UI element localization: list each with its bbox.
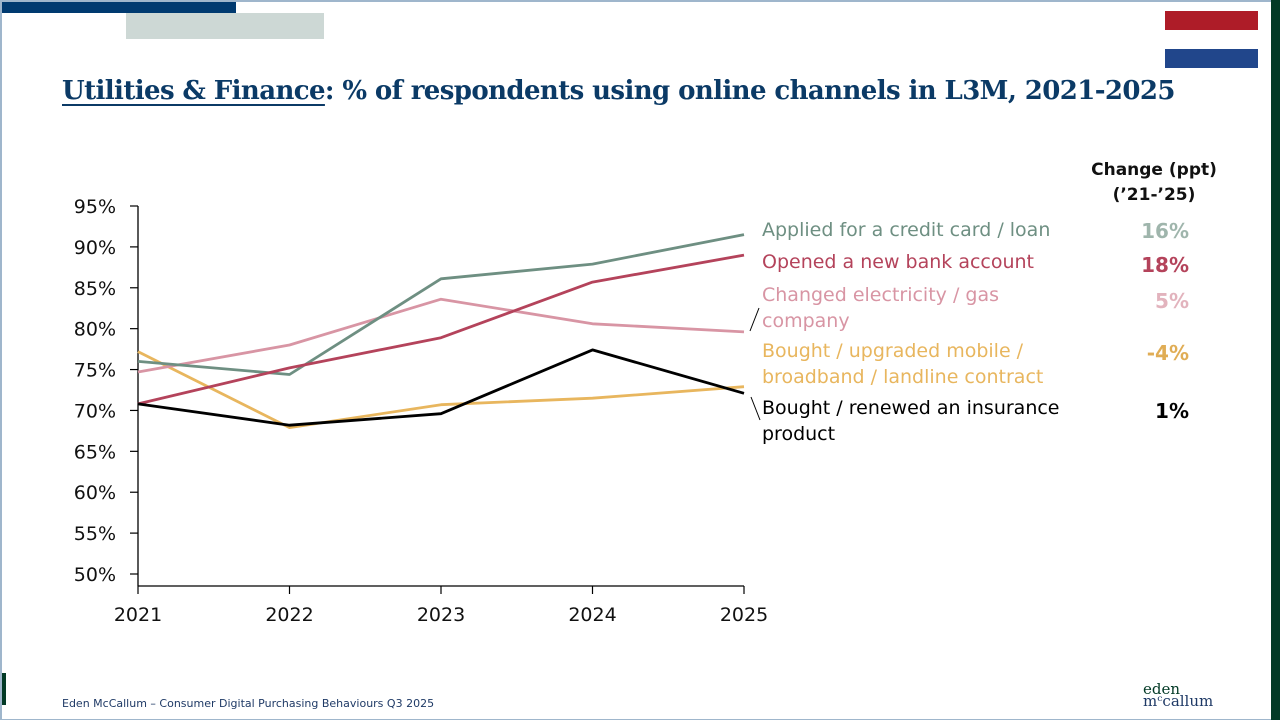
y-tick-label: 65% [74,441,116,463]
series-line [137,350,745,430]
series-line [137,233,745,376]
series-label: company [762,310,850,332]
series-label: broadband / landline contract [762,366,1044,388]
frame-left-border [0,0,2,720]
title-rest: : % of respondents using online channels… [324,76,1176,106]
leader-line-electricity [749,307,760,332]
leader-line-insurance [750,396,761,421]
series-line [137,348,745,427]
change-value: 18% [1141,253,1189,277]
x-tick-label: 2021 [114,604,162,626]
change-header-line1: Change (ppt) [1091,160,1217,180]
flag-red-stripe [1165,11,1258,30]
y-tick-label: 60% [74,482,116,504]
x-tick-label: 2023 [417,604,465,626]
x-tick-label: 2024 [568,604,616,626]
header-accent-bar-grey [126,13,324,39]
series-label: Changed electricity / gas [762,284,999,306]
change-value: 1% [1155,399,1189,423]
logo-line2: mᶜcallum [1143,692,1214,710]
y-tick-label: 85% [74,278,116,300]
y-tick-label: 70% [74,400,116,422]
frame-top-border [0,0,1280,2]
footer-left-accent [2,673,6,705]
change-header-line2: (’21-’25) [1112,185,1196,205]
series-label: Applied for a credit card / loan [762,219,1051,241]
chart-series [137,233,745,430]
title-topic: Utilities & Finance [62,76,326,106]
right-edge-brand-bar [1271,0,1280,720]
x-tick-label: 2025 [720,604,768,626]
change-value: 16% [1141,219,1189,243]
series-label: Bought / renewed an insurance [762,397,1060,419]
change-column-header: Change (ppt) (’21-’25) [1080,158,1228,208]
y-tick-label: 75% [74,360,116,382]
footer-source: Eden McCallum – Consumer Digital Purchas… [62,697,435,710]
series-label: Bought / upgraded mobile / [762,340,1024,362]
chart-axes: 50% 55% 60% 65% 70% 75% 80% 85% 90% 95% 2021 2022 20… [74,196,768,626]
series-line [137,253,745,406]
y-tick-label: 80% [74,319,116,341]
y-tick-label: 95% [74,196,116,218]
series-label: Opened a new bank account [762,251,1035,273]
label-leader-lines [749,307,761,421]
series-label: product [762,423,836,445]
company-logo: eden mᶜcallum [1143,680,1214,710]
change-value: 5% [1155,289,1189,313]
x-tick-label: 2022 [265,604,313,626]
logo-line1: eden [1143,680,1181,698]
y-tick-label: 55% [74,523,116,545]
y-tick-label: 50% [74,564,116,586]
page-title: Utilities & Finance: % of respondents us… [62,76,1175,106]
header-accent-bar-navy [2,2,236,13]
flag-blue-stripe [1165,49,1258,68]
y-tick-label: 90% [74,237,116,259]
series-line [137,297,745,374]
change-value: -4% [1146,341,1189,365]
